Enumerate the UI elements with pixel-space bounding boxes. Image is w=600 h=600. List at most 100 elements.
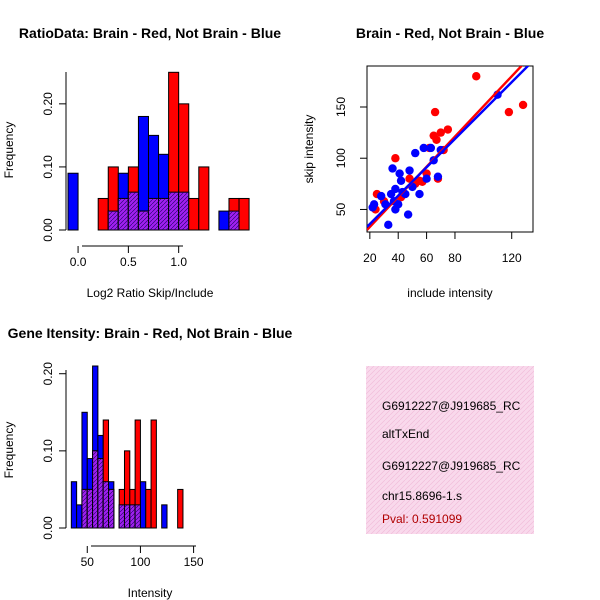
ratio-hist-ytick-label: 0.10: [41, 155, 55, 179]
ratio-hist-ticks: 0.00 0.10 0.20 0.0 0.5 1.0: [41, 92, 187, 269]
intensity-hist-bar-brain: [150, 419, 157, 529]
intensity-hist-bar-overlap-hatch: [108, 489, 114, 528]
scatter-xlabel: include intensity: [407, 286, 492, 300]
ratio-hist-bar-brain: [188, 197, 200, 231]
scatter-marks: [367, 66, 530, 231]
scatter-point-not-brain: [369, 200, 379, 209]
intensity-hist-bar-brain: [177, 488, 184, 529]
scatter-point-not-brain: [415, 189, 424, 199]
scatter-ytick-label: 150: [334, 97, 348, 117]
intensity-hist-title: Gene Itensity: Brain - Red, Not Brain - …: [8, 325, 293, 341]
scatter-point-not-brain: [388, 164, 397, 173]
scatter-point-not-brain: [419, 143, 428, 153]
scatter-point-not-brain: [391, 205, 400, 214]
intensity-hist-bar-overlap-hatch: [103, 481, 109, 528]
intensity-hist-bar-overlap-hatch: [81, 489, 88, 528]
scatter-point-not-brain: [391, 184, 400, 194]
info-event-type: altTxEnd: [382, 427, 429, 441]
ratio-hist-bar-overlap-hatch: [168, 192, 179, 230]
intensity-hist-bar-overlap-hatch: [92, 450, 98, 528]
ratio-histogram-panel: RatioData: Brain - Red, Not Brain - Blue…: [2, 25, 281, 300]
intensity-hist-bar-not-brain: [161, 504, 168, 529]
info-location: chr15.8696-1.s: [382, 489, 462, 503]
ratio-hist-bar-overlap-hatch: [228, 211, 240, 230]
intensity-hist-bar-brain: [145, 488, 152, 529]
intensity-hist-ytick-label: 0.00: [41, 516, 55, 540]
ratio-hist-bar-overlap-hatch: [118, 198, 129, 230]
ratio-hist-bar-not-brain: [67, 172, 79, 231]
scatter-ytick-label: 100: [334, 148, 348, 168]
ratio-hist-bar-not-brain: [218, 210, 230, 231]
intensity-hist-bar-overlap-hatch: [129, 504, 136, 528]
scatter-point-not-brain: [403, 210, 413, 219]
intensity-hist-bar-overlap-hatch: [124, 504, 130, 528]
ratio-hist-ytick-label: 0.00: [41, 218, 55, 242]
ratio-hist-bar-overlap-hatch: [148, 198, 159, 230]
scatter-point-not-brain: [422, 174, 431, 183]
scatter-point-brain: [443, 125, 453, 134]
scatter-point-not-brain: [405, 166, 414, 175]
intensity-hist-ylabel: Frequency: [2, 422, 16, 479]
scatter-point-brain: [391, 154, 400, 163]
ratio-hist-bar-overlap-hatch: [158, 198, 169, 230]
scatter-point-not-brain: [411, 148, 420, 158]
intensity-hist-xtick-label: 50: [81, 555, 95, 569]
scatter-xtick-label: 20: [363, 251, 377, 265]
scatter-point-not-brain: [384, 220, 393, 230]
intensity-hist-ytick-label: 0.10: [41, 439, 55, 463]
intensity-hist-bars: [70, 365, 184, 529]
intensity-hist-bar-overlap-hatch: [135, 504, 141, 528]
intensity-histogram-panel: Gene Itensity: Brain - Red, Not Brain - …: [2, 325, 293, 600]
ratio-hist-bar-overlap-hatch: [128, 192, 139, 230]
ratio-hist-bar-overlap-hatch: [178, 192, 189, 230]
intensity-hist-ytick-label: 0.20: [41, 362, 55, 386]
ratio-hist-bar-overlap-hatch: [138, 211, 149, 230]
ratio-hist-title: RatioData: Brain - Red, Not Brain - Blue: [19, 25, 281, 41]
ratio-hist-bar-brain: [238, 197, 250, 231]
scatter-fit-line-not-brain: [367, 66, 530, 228]
ratio-hist-bar-brain: [198, 166, 210, 231]
ratio-hist-ytick-label: 0.20: [41, 92, 55, 116]
ratio-hist-bars: [67, 71, 250, 231]
info-panel-background: [366, 366, 534, 534]
scatter-point-not-brain: [395, 169, 404, 178]
scatter-xtick-label: 40: [392, 251, 406, 265]
intensity-hist-bar-overlap-hatch: [97, 458, 104, 528]
scatter-point-brain: [504, 107, 514, 117]
ratio-hist-xlabel: Log2 Ratio Skip/Include: [87, 286, 214, 300]
ratio-hist-xtick-label: 0.0: [70, 255, 87, 269]
scatter-xtick-label: 120: [502, 251, 522, 265]
info-feature-id-2: G6912227@J919685_RC: [382, 459, 521, 473]
scatter-xtick-label: 60: [420, 251, 434, 265]
intensity-hist-xtick-label: 100: [130, 555, 150, 569]
ratio-hist-bar-brain: [97, 197, 109, 231]
scatter-point-not-brain: [426, 143, 436, 153]
intensity-hist-ticks: 0.00 0.10 0.20 50 100 150: [41, 362, 204, 569]
info-panel: G6912227@J919685_RC altTxEnd G6912227@J9…: [366, 366, 534, 534]
ratio-hist-xtick-label: 1.0: [170, 255, 187, 269]
scatter-point-brain: [432, 135, 441, 144]
intensity-hist-bar-not-brain: [139, 481, 147, 529]
scatter-title: Brain - Red, Not Brain - Blue: [356, 25, 544, 41]
info-feature-id: G6912227@J919685_RC: [382, 399, 521, 413]
intensity-hist-bar-not-brain: [70, 481, 78, 529]
scatter-point-brain: [430, 107, 440, 117]
ratio-hist-xtick-label: 0.5: [120, 255, 137, 269]
scatter-ticks: 20 40 60 80 120 50 100 150: [334, 97, 522, 265]
scatter-point-brain: [436, 128, 445, 137]
scatter-point-not-brain: [433, 172, 443, 181]
scatter-point-brain: [518, 100, 528, 110]
scatter-point-not-brain: [396, 176, 406, 185]
intensity-hist-bar-not-brain: [76, 504, 83, 529]
info-pvalue: Pval: 0.591099: [382, 512, 462, 526]
scatter-xtick-label: 80: [448, 251, 462, 265]
scatter-plot-box: [366, 65, 534, 233]
intensity-hist-xlabel: Intensity: [128, 586, 173, 600]
ratio-hist-ylabel: Frequency: [2, 122, 16, 179]
scatter-ylabel: skip intensity: [302, 115, 316, 184]
scatter-point-not-brain: [376, 191, 386, 201]
intensity-scatter-panel: Brain - Red, Not Brain - Blue 20 40 60 80 12…: [302, 25, 544, 300]
scatter-ytick-label: 50: [334, 202, 348, 216]
intensity-hist-bar-overlap-hatch: [119, 504, 125, 528]
